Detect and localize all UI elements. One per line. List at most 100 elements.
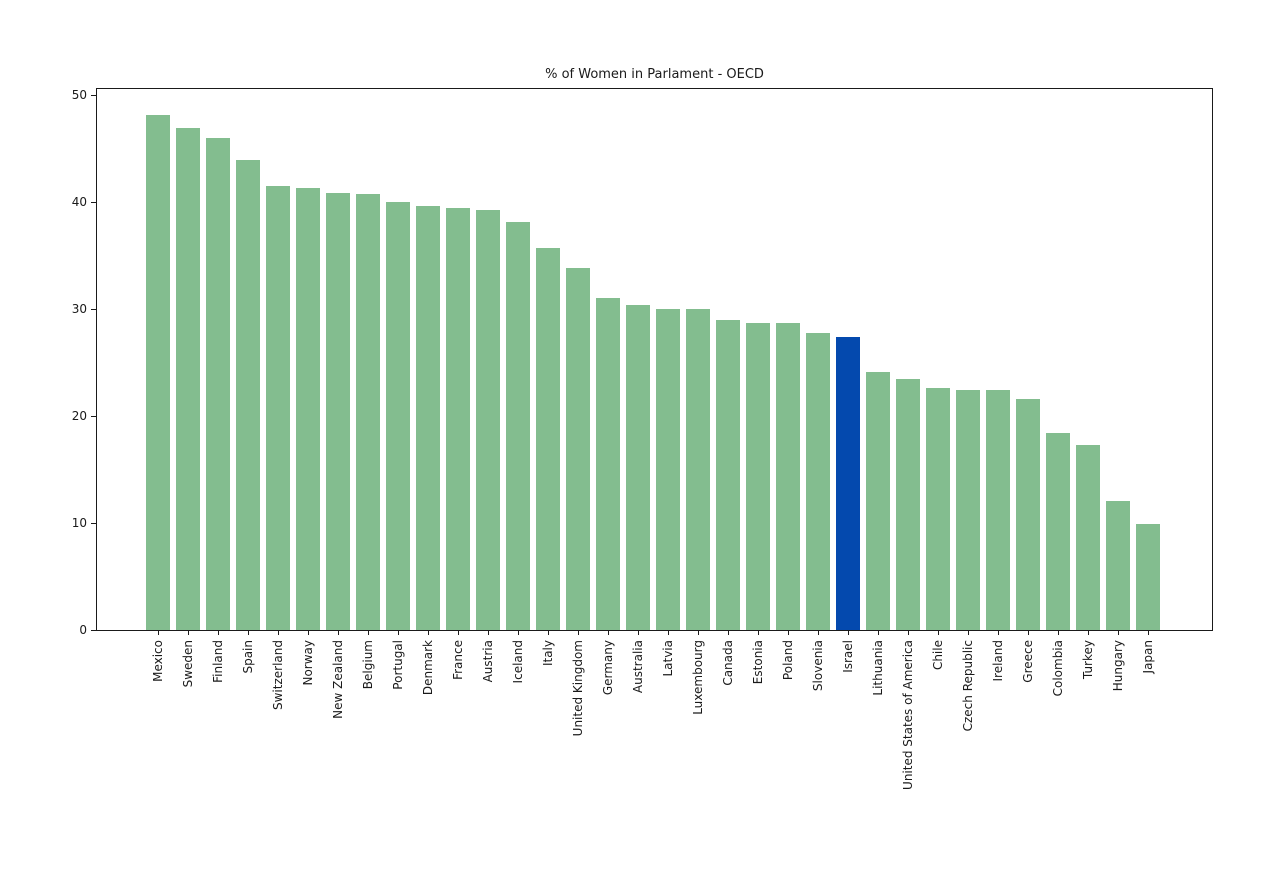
x-axis-tick-mark: [1087, 630, 1089, 635]
bar-colombia: [1046, 433, 1070, 630]
bar-belgium: [356, 193, 380, 630]
x-axis-tick-mark: [187, 630, 189, 635]
bar-germany: [596, 297, 620, 630]
x-axis-tick-mark: [937, 630, 939, 635]
bar-latvia: [656, 309, 680, 630]
bar-canada: [716, 320, 740, 630]
plot-area: 0 10 20 30 40 50 Mexico Sweden Finland Spain Switz…: [72, 88, 1213, 790]
x-axis-tick-mark: [1027, 630, 1029, 635]
x-axis-tick-mark: [907, 630, 909, 635]
x-axis-tick-label-germany: Germany: [601, 640, 615, 696]
x-axis-tick-mark: [1057, 630, 1059, 635]
x-axis-tick-mark: [427, 630, 429, 635]
x-axis-tick-label-colombia: Colombia: [1051, 640, 1065, 697]
y-axis-tick-mark: [91, 308, 97, 310]
x-axis-tick-label-portugal: Portugal: [391, 640, 405, 690]
x-axis-tick-mark: [727, 630, 729, 635]
bar-france: [446, 207, 470, 630]
bar-australia: [626, 305, 650, 630]
x-axis-tick-mark: [307, 630, 309, 635]
x-axis-tick-label-finland: Finland: [211, 640, 225, 683]
bar-mexico: [146, 114, 170, 630]
x-axis-tick-label-hungary: Hungary: [1111, 640, 1125, 692]
bar-poland: [776, 323, 800, 630]
x-axis-tick-label-czech-republic: Czech Republic: [961, 640, 975, 732]
y-axis-tick-label: 50: [71, 88, 87, 103]
bar-italy: [536, 248, 560, 630]
x-axis-tick-mark: [487, 630, 489, 635]
y-axis-tick-mark: [91, 95, 97, 97]
bar-norway: [296, 187, 320, 630]
y-axis-tick-mark: [91, 415, 97, 417]
bar-portugal: [386, 202, 410, 630]
x-axis-tick-label-latvia: Latvia: [661, 640, 675, 677]
x-axis-tick-label-france: France: [451, 640, 465, 680]
x-axis-tick-label-chile: Chile: [931, 640, 945, 671]
x-axis-tick-mark: [217, 630, 219, 635]
bar-czech-republic: [956, 389, 980, 630]
x-axis-tick-mark: [337, 630, 339, 635]
x-axis-tick-mark: [757, 630, 759, 635]
x-axis-tick-label-united-kingdom: United Kingdom: [571, 640, 585, 737]
x-axis-tick-mark: [847, 630, 849, 635]
bar-turkey: [1076, 445, 1100, 630]
bar-austria: [476, 209, 500, 630]
x-axis-tick-mark: [157, 630, 159, 635]
x-axis-tick-label-poland: Poland: [781, 640, 795, 681]
x-axis-tick-label-australia: Australia: [631, 640, 645, 694]
x-axis-tick-mark: [877, 630, 879, 635]
y-axis-tick-label: 20: [71, 408, 87, 423]
chart-title: % of Women in Parlament - OECD: [545, 67, 764, 82]
bar-israel: [836, 337, 860, 630]
bar-new-zealand: [326, 192, 350, 630]
x-axis-tick-label-slovenia: Slovenia: [811, 640, 825, 692]
x-axis-tick-mark: [517, 630, 519, 635]
x-axis-tick-label-greece: Greece: [1021, 640, 1035, 683]
bar-slovenia: [806, 332, 830, 630]
y-axis-tick-mark: [91, 522, 97, 524]
bar-luxembourg: [686, 309, 710, 630]
y-axis-tick-mark: [91, 201, 97, 203]
x-axis-tick-label-austria: Austria: [481, 640, 495, 683]
x-axis-tick-mark: [667, 630, 669, 635]
y-axis-tick-label: 40: [71, 194, 87, 209]
bar-estonia: [746, 323, 770, 630]
x-axis-tick-label-luxembourg: Luxembourg: [691, 640, 705, 715]
bar-lithuania: [866, 372, 890, 630]
y-axis-tick-label: 30: [71, 301, 87, 316]
x-axis-tick-label-japan: Japan: [1141, 640, 1155, 674]
x-axis-tick-mark: [457, 630, 459, 635]
y-axis-tick-mark: [91, 629, 97, 631]
x-axis-tick-mark: [697, 630, 699, 635]
x-axis-tick-mark: [817, 630, 819, 635]
x-axis-tick-label-canada: Canada: [721, 640, 735, 686]
x-axis-tick-mark: [547, 630, 549, 635]
x-axis-tick-mark: [637, 630, 639, 635]
y-axis-tick-label: 0: [79, 622, 87, 637]
bar-switzerland: [266, 186, 290, 630]
x-axis-tick-mark: [277, 630, 279, 635]
x-axis-tick-label-belgium: Belgium: [361, 640, 375, 690]
bar-spain: [236, 159, 260, 630]
x-axis-tick-mark: [397, 630, 399, 635]
bar-chile: [926, 388, 950, 630]
x-axis-tick-label-italy: Italy: [541, 640, 555, 667]
bar-greece: [1016, 399, 1040, 630]
x-axis-tick-mark: [247, 630, 249, 635]
bar-iceland: [506, 221, 530, 630]
x-axis-tick-mark: [607, 630, 609, 635]
bar-ireland: [986, 389, 1010, 630]
bar-hungary: [1106, 500, 1130, 630]
x-axis-tick-label-ireland: Ireland: [991, 640, 1005, 682]
x-axis-tick-mark: [367, 630, 369, 635]
x-axis-tick-label-estonia: Estonia: [751, 640, 765, 685]
x-axis-tick-label-spain: Spain: [241, 640, 255, 674]
x-axis-tick-label-denmark: Denmark: [421, 640, 435, 696]
y-axis-tick-label: 10: [71, 515, 87, 530]
x-axis-tick-label-israel: Israel: [841, 640, 855, 673]
x-axis-tick-label-lithuania: Lithuania: [871, 640, 885, 696]
x-axis-tick-label-turkey: Turkey: [1081, 640, 1095, 680]
x-axis-tick-mark: [967, 630, 969, 635]
x-axis-tick-mark: [787, 630, 789, 635]
